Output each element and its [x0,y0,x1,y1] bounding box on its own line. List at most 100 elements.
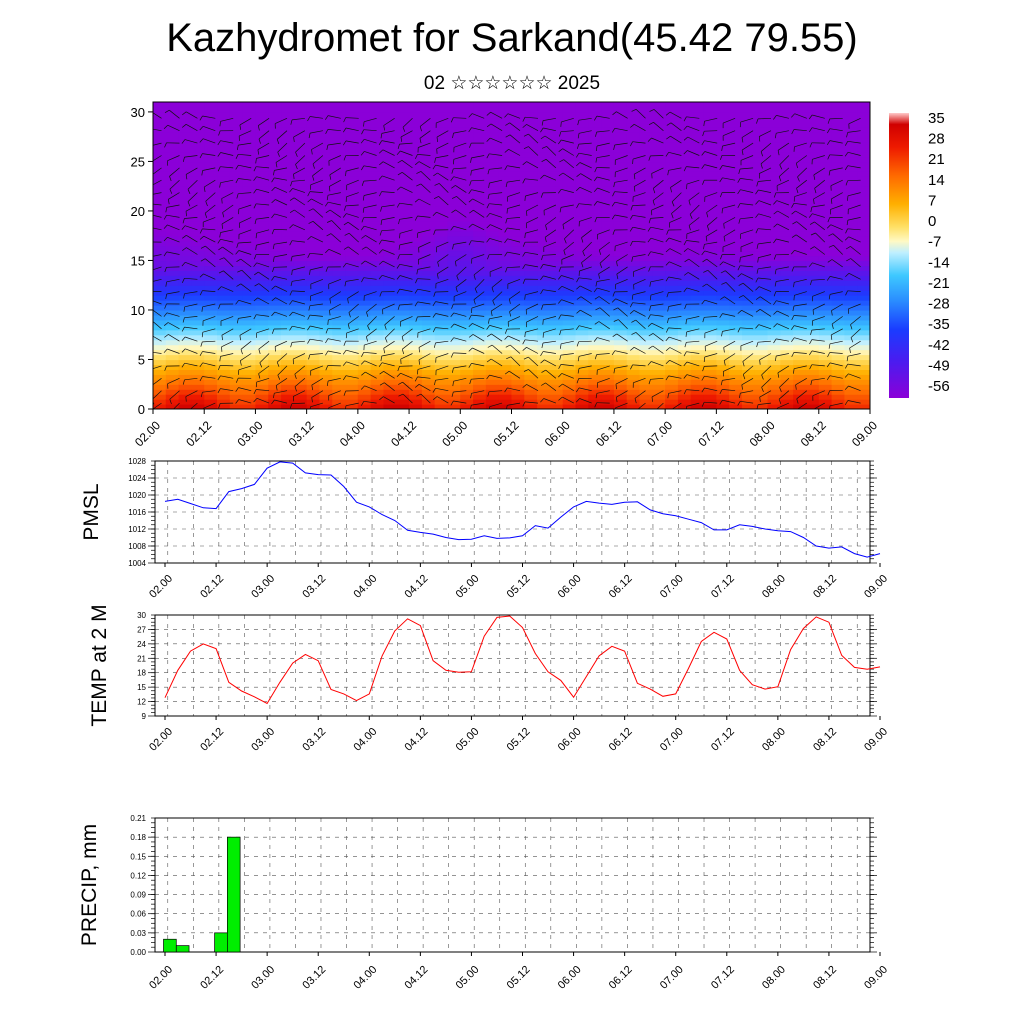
pmsl-x-tick-label: 07.12 [709,573,737,601]
wind-barbs [153,108,861,409]
temp-x-tick-label: 08.00 [760,726,788,754]
pmsl-x-tick-label: 05.00 [454,573,482,601]
colorbar-label: -42 [928,337,950,354]
cross-section-panel: 0 5 10 15 20 25 30 02.00 02.12 03.00 03.12 04.00 04.… [131,101,880,449]
precipitation-panel: 0.00 0.03 0.06 0.09 0.12 0.15 0.18 0.21 PRECIP, … [78,814,890,992]
x-tick-label: 07.00 [644,418,675,449]
precip-bar [163,938,177,953]
precip-x-tick-label: 09.00 [862,964,890,992]
precip-x-tick-label: 05.12 [505,964,533,992]
pmsl-y-tick-label: 1012 [128,525,146,534]
precip-y-tick-label: 0.21 [130,814,146,823]
subtitle: 02 ☆☆☆☆☆☆ 2025 [423,73,601,94]
pmsl-x-tick-label: 06.12 [607,573,635,601]
x-tick-label: 08.12 [798,418,829,449]
colorbar-label: 14 [928,172,945,189]
pmsl-y-tick-label: 1028 [128,457,146,466]
precip-y-tick-label: 0.15 [130,852,146,861]
pmsl-panel: 1004 1008 1012 1016 1020 1024 1028 PMSL 02.00 02.… [80,457,890,601]
colorbar-label: 28 [928,131,945,148]
colorbar-label: 21 [928,151,945,168]
temp-y-tick-label: 12 [137,698,146,707]
temp-x-tick-label: 05.00 [454,726,482,754]
precip-y-tick-label: 0.18 [130,833,146,842]
pmsl-y-tick-label: 1016 [128,508,146,517]
colorbar-label: -56 [928,378,950,395]
precip-bar [227,836,241,953]
x-tick-label: 04.12 [388,418,419,449]
precip-x-tick-label: 08.00 [760,964,788,992]
pmsl-x-tick-label: 03.12 [300,573,328,601]
pmsl-x-tick-label: 06.00 [556,573,584,601]
pmsl-x-tick-label: 02.00 [147,573,175,601]
temp-x-tick-label: 09.00 [862,726,890,754]
precip-bar [175,945,190,953]
temp-grid [155,615,870,716]
temp-x-tick-label: 06.12 [607,726,635,754]
precip-y-tick-label: 0.06 [130,910,146,919]
y-tick-label: 10 [131,303,145,318]
temperature-panel: 9 12 15 18 21 24 27 30 TEMP at 2 M 02.00 02.12 03.0… [88,604,890,753]
y-tick-label: 25 [131,154,145,169]
pmsl-x-tick-label: 04.00 [351,573,379,601]
temp-y-tick-label: 9 [142,712,147,721]
pmsl-y-tick-label: 1024 [128,474,146,483]
pmsl-x-tick-label: 02.12 [198,573,226,601]
pmsl-frame [154,460,871,564]
colorbar-label: 7 [928,192,936,209]
x-tick-label: 03.12 [286,418,317,449]
precip-x-tick-label: 05.00 [454,964,482,992]
temp-x-tick-label: 02.00 [147,726,175,754]
colorbar-label: -49 [928,357,950,374]
colorbar-label: -35 [928,316,950,333]
temp-series-line [164,615,881,705]
x-tick-label: 08.00 [747,418,778,449]
x-tick-label: 02.12 [183,418,214,449]
colorbar-gradient [889,113,909,398]
temp-x-tick-label: 07.12 [709,726,737,754]
temp-y-tick-label: 30 [137,611,146,620]
temp-x-tick-label: 07.00 [658,726,686,754]
precip-y-tick-label: 0.12 [130,871,146,880]
precip-frame [154,817,871,953]
precip-x-tick-label: 07.00 [658,964,686,992]
temp-y-tick-label: 27 [137,625,146,634]
y-tick-label: 20 [131,204,145,219]
pmsl-y-tick-label: 1008 [128,542,146,551]
temp-x-tick-label: 03.12 [300,726,328,754]
colorbar-label: 35 [928,110,945,127]
precip-x-tick-label: 08.12 [811,964,839,992]
temp-y-tick-label: 21 [137,654,146,663]
x-tick-label: 05.12 [490,418,521,449]
x-tick-label: 06.12 [593,418,624,449]
precip-x-tick-label: 06.00 [556,964,584,992]
precip-x-tick-label: 03.12 [300,964,328,992]
temp-x-tick-label: 02.12 [198,726,226,754]
precip-bar [214,932,228,953]
temp-y-tick-label: 18 [137,669,146,678]
precip-x-tick-label: 02.00 [147,964,175,992]
pmsl-y-tick-label: 1004 [128,559,146,568]
precip-ylabel: PRECIP, mm [78,824,101,946]
pmsl-x-tick-label: 07.00 [658,573,686,601]
x-tick-label: 03.00 [234,418,265,449]
colorbar-label: -14 [928,254,950,271]
pmsl-ylabel: PMSL [80,483,103,540]
main-title: Kazhydromet for Sarkand(45.42 79.55) [166,16,858,60]
x-tick-label: 02.00 [132,418,163,449]
y-tick-label: 15 [131,253,145,268]
precip-x-tick-label: 06.12 [607,964,635,992]
pmsl-series-line [164,461,881,558]
colorbar-label: -28 [928,296,950,313]
temp-y-tick-label: 24 [137,640,146,649]
precip-y-tick-label: 0.00 [130,948,146,957]
precip-x-tick-label: 04.12 [403,964,431,992]
y-tick-label: 5 [138,352,145,367]
colorbar-label: 0 [928,213,936,230]
temp-x-tick-label: 03.00 [249,726,277,754]
pmsl-x-tick-label: 05.12 [505,573,533,601]
x-tick-label: 05.00 [439,418,470,449]
precip-grid [155,818,870,952]
pmsl-x-tick-label: 03.00 [249,573,277,601]
